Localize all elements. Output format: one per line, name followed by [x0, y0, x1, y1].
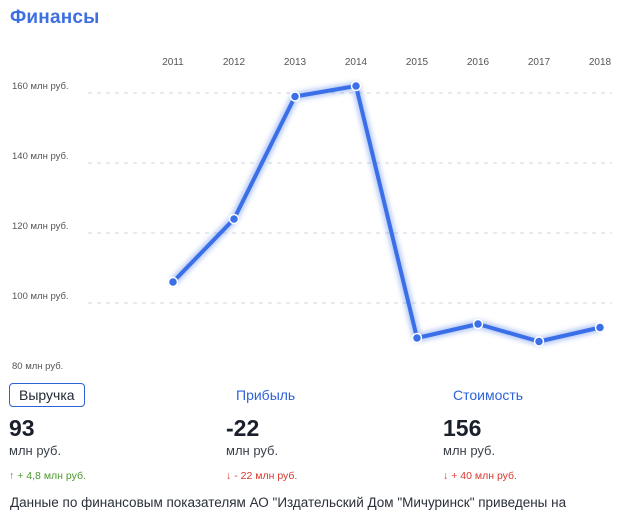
data-point[interactable] [167, 276, 179, 288]
x-tick-label: 2018 [589, 57, 612, 68]
y-tick-label: 80 млн руб. [12, 361, 63, 372]
x-tick-label: 2013 [284, 57, 307, 68]
y-tick-label: 140 млн руб. [12, 151, 69, 162]
arrow-down-icon: ↓ [226, 470, 232, 482]
profit-value: -22 [226, 415, 260, 441]
metric-value: Стоимость 156 млн руб. ↓ + 40 млн руб. [443, 383, 627, 482]
profit-unit: млн руб. [226, 443, 279, 458]
data-point[interactable] [289, 91, 301, 102]
profit-delta-text: - 22 млн руб. [234, 470, 298, 482]
revenue-line-chart: 160 млн руб. 140 млн руб. 120 млн руб. 100 … [12, 57, 612, 372]
revenue-delta: ↑ + 4,8 млн руб. [9, 470, 209, 482]
data-point[interactable] [472, 318, 484, 330]
x-tick-label: 2017 [528, 57, 551, 68]
data-point[interactable] [533, 336, 545, 347]
y-tick-label: 160 млн руб. [12, 81, 69, 92]
metric-profit: Прибыль -22 млн руб. ↓ - 22 млн руб. [226, 383, 426, 482]
company-value-delta-text: + 40 млн руб. [451, 470, 517, 482]
arrow-up-icon: ↑ [9, 470, 15, 482]
tab-value[interactable]: Стоимость [453, 387, 524, 403]
tab-profit[interactable]: Прибыль [236, 387, 296, 403]
data-point[interactable] [594, 322, 606, 333]
tab-revenue[interactable]: Выручка [9, 383, 85, 407]
revenue-unit: млн руб. [9, 443, 62, 458]
x-tick-label: 2015 [406, 57, 429, 68]
company-value: 156 [443, 415, 482, 441]
x-tick-label: 2012 [223, 57, 246, 68]
section-title: Финансы [10, 7, 100, 28]
company-value-unit: млн руб. [443, 443, 496, 458]
data-point[interactable] [350, 80, 362, 92]
series-line [171, 84, 602, 344]
arrow-down-icon: ↓ [443, 470, 449, 482]
x-tick-label: 2011 [162, 57, 184, 68]
x-tick-label: 2016 [467, 57, 490, 68]
revenue-delta-text: + 4,8 млн руб. [17, 470, 86, 482]
y-tick-label: 100 млн руб. [12, 291, 69, 302]
footer-note: Данные по финансовым показателям АО "Изд… [10, 495, 567, 510]
company-value-delta: ↓ + 40 млн руб. [443, 470, 627, 482]
data-point[interactable] [228, 213, 240, 225]
revenue-value: 93 [9, 415, 35, 441]
profit-delta: ↓ - 22 млн руб. [226, 470, 426, 482]
y-tick-label: 120 млн руб. [12, 221, 69, 232]
data-point[interactable] [411, 332, 423, 344]
x-tick-label: 2014 [345, 57, 368, 68]
metric-revenue: Выручка 93 млн руб. ↑ + 4,8 млн руб. [9, 383, 209, 482]
